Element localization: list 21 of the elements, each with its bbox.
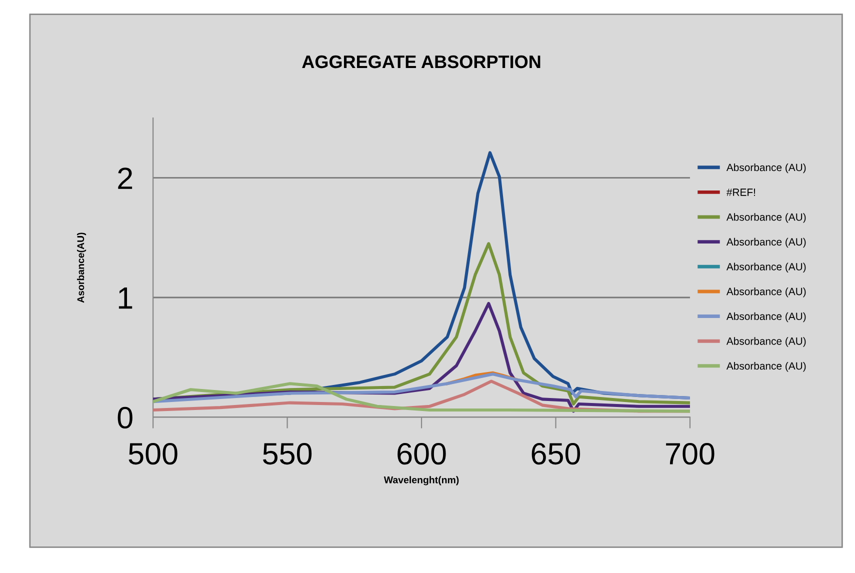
x-tick-label: 600 <box>398 442 446 465</box>
y-tick-label: 1 <box>118 288 132 309</box>
x-tick-label: 650 <box>532 442 580 465</box>
x-tick-label: 550 <box>263 442 312 465</box>
y-tick-label: 2 <box>118 168 132 189</box>
legend-label: #REF! <box>726 188 756 196</box>
legend-label: Absorbance (AU) <box>726 238 806 248</box>
x-tick-label: 700 <box>666 442 714 465</box>
legend-label: Absorbance (AU) <box>726 337 806 347</box>
legend-label: Absorbance (AU) <box>726 312 806 322</box>
line-series <box>153 372 690 404</box>
y-tick-label: 0 <box>118 406 132 429</box>
legend-label: Absorbance (AU) <box>726 163 806 174</box>
legend-label: Absorbance (AU) <box>726 213 806 223</box>
legend-label: Absorbance (AU) <box>726 362 806 372</box>
legend-label: Absorbance (AU) <box>726 262 806 272</box>
legend-label: Absorbance (AU) <box>726 288 806 298</box>
x-axis-title: Wavelenght(nm) <box>384 476 459 486</box>
y-axis-title: Asorbance(AU) <box>76 232 86 303</box>
chart-title: AGGREGATE ABSORPTION <box>302 55 540 68</box>
x-tick-label: 500 <box>128 442 178 465</box>
